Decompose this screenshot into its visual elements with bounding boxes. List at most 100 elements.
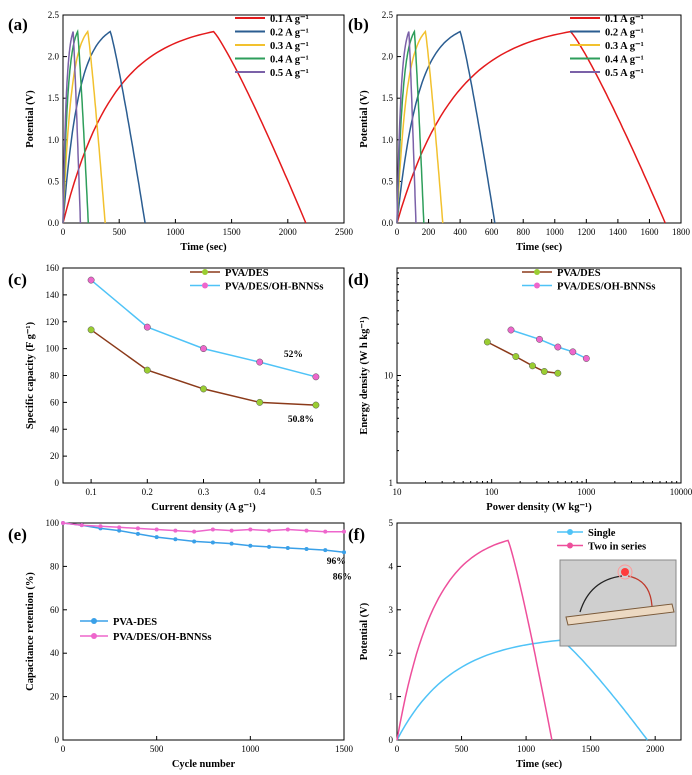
data-point <box>210 527 215 532</box>
x-tick-label: 0.2 <box>142 487 153 497</box>
y-tick-label: 2.0 <box>382 52 394 62</box>
panel-letter: (e) <box>8 525 27 544</box>
legend-label: 0.1 A g⁻¹ <box>605 14 644 25</box>
data-point <box>483 338 491 346</box>
y-tick-label: 80 <box>50 561 60 571</box>
x-axis-title: Power density (W kg⁻¹) <box>486 502 592 513</box>
y-tick-label: 3 <box>389 605 394 615</box>
data-point <box>540 368 548 375</box>
data-point <box>173 528 178 533</box>
data-point <box>536 335 543 343</box>
data-point <box>304 528 309 533</box>
y-tick-label: 1 <box>389 692 394 702</box>
data-point <box>312 401 320 409</box>
x-tick-label: 0 <box>395 227 400 237</box>
legend-label: 0.5 A g⁻¹ <box>605 68 644 79</box>
x-tick-label: 0 <box>395 744 400 754</box>
legend-marker <box>202 269 208 275</box>
data-point <box>304 547 309 552</box>
data-point <box>173 537 178 542</box>
x-tick-label: 1600 <box>640 227 659 237</box>
x-axis-title: Time (sec) <box>180 242 227 253</box>
y-tick-label: 4 <box>389 561 394 571</box>
y-axis-title: Capacitance retention (%) <box>25 572 36 691</box>
y-tick-label: 100 <box>46 344 60 354</box>
y-tick-label: 1.0 <box>48 135 60 145</box>
y-tick-label: 2.5 <box>48 10 60 20</box>
y-tick-label: 1.5 <box>382 93 394 103</box>
legend-label: 0.2 A g⁻¹ <box>270 28 309 39</box>
x-axis-title: Time (sec) <box>516 242 563 253</box>
data-point <box>248 543 253 548</box>
series-line <box>486 341 558 374</box>
y-axis-title: Specific capacity (F g⁻¹) <box>25 321 36 429</box>
data-point <box>312 373 320 381</box>
data-point <box>200 345 207 353</box>
data-point <box>285 545 290 550</box>
x-tick-label: 400 <box>453 227 467 237</box>
x-tick-label: 2000 <box>279 227 298 237</box>
data-point <box>342 550 346 555</box>
legend-label: 0.1 A g⁻¹ <box>270 14 309 25</box>
data-point <box>229 541 234 546</box>
data-point <box>192 529 197 534</box>
x-tick-label: 1000 <box>577 487 596 497</box>
x-tick-label: 0.5 <box>310 487 322 497</box>
y-tick-label: 10 <box>384 371 394 381</box>
data-point <box>135 531 140 536</box>
data-point <box>192 539 197 544</box>
legend-label: 0.3 A g⁻¹ <box>605 41 644 52</box>
data-point <box>117 525 122 530</box>
y-axis-title: Energy density (W h kg⁻¹) <box>359 316 370 435</box>
series-line <box>62 28 90 224</box>
y-tick-label: 40 <box>50 424 60 434</box>
data-point <box>154 527 159 532</box>
x-tick-label: 1000 <box>546 227 565 237</box>
x-tick-label: 500 <box>455 744 469 754</box>
plot-frame <box>62 267 345 484</box>
data-point <box>154 535 159 540</box>
y-tick-label: 140 <box>46 290 60 300</box>
series-line <box>62 30 307 224</box>
legend-label: PVA/DES/OH-BNNSs <box>225 282 323 293</box>
series-line <box>396 29 425 224</box>
x-tick-label: 1500 <box>335 744 354 754</box>
series-line <box>396 30 496 224</box>
data-point <box>267 544 272 549</box>
data-point <box>507 326 515 334</box>
y-tick-label: 20 <box>50 451 60 461</box>
x-tick-label: 600 <box>485 227 499 237</box>
x-tick-label: 800 <box>516 227 530 237</box>
y-tick-label: 60 <box>50 397 60 407</box>
panel-letter: (a) <box>8 15 28 34</box>
x-tick-label: 1000 <box>166 227 185 237</box>
data-point <box>98 524 103 529</box>
data-point <box>248 527 253 532</box>
data-point <box>285 527 290 532</box>
data-point <box>569 348 577 356</box>
legend-marker <box>567 529 573 535</box>
data-point <box>512 353 520 361</box>
legend-label: 0.2 A g⁻¹ <box>605 28 644 39</box>
y-tick-label: 2 <box>389 648 394 658</box>
y-tick-label: 20 <box>50 692 60 702</box>
y-tick-label: 0 <box>55 735 60 745</box>
plot-frame <box>62 14 345 224</box>
series-line <box>62 31 82 224</box>
x-axis-title: Time (sec) <box>516 759 563 770</box>
data-point <box>323 548 328 553</box>
y-tick-label: 160 <box>46 263 60 273</box>
data-point <box>143 366 151 374</box>
x-tick-label: 10000 <box>670 487 692 497</box>
data-point <box>143 323 151 331</box>
data-point <box>554 343 562 351</box>
series-line <box>396 31 417 224</box>
x-tick-label: 0.3 <box>198 487 210 497</box>
data-point <box>267 528 272 533</box>
y-tick-label: 1.5 <box>48 93 60 103</box>
legend-label: 0.5 A g⁻¹ <box>270 68 309 79</box>
y-tick-label: 60 <box>50 605 60 615</box>
x-tick-label: 1500 <box>582 744 601 754</box>
